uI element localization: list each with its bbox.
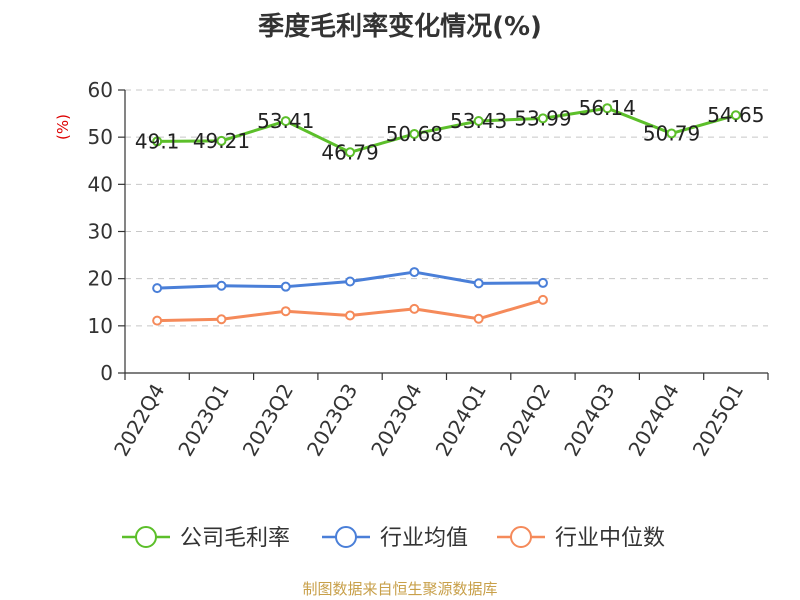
- data-point: [345, 276, 356, 287]
- y-tick-label: 0: [100, 361, 113, 385]
- x-tick-label: 2024Q3: [559, 380, 619, 461]
- x-tick-label: 2025Q1: [688, 380, 748, 461]
- data-point: [409, 267, 420, 278]
- data-point: [409, 303, 420, 314]
- data-point: [666, 128, 677, 139]
- data-label: 53.99: [514, 106, 571, 130]
- data-point: [345, 147, 356, 158]
- data-point: [473, 115, 484, 126]
- legend: 公司毛利率 行业均值 行业中位数: [122, 526, 665, 551]
- data-point: [280, 306, 291, 317]
- y-tick-label: 60: [88, 78, 113, 102]
- chart-title: 季度毛利率变化情况(%): [258, 12, 542, 42]
- data-point: [152, 315, 163, 326]
- data-point: [216, 135, 227, 146]
- legend-label: 公司毛利率: [180, 526, 290, 551]
- data-point: [730, 110, 741, 121]
- legend-label: 行业均值: [380, 526, 468, 551]
- x-tick-label: 2023Q3: [302, 380, 362, 461]
- y-tick-label: 40: [88, 172, 113, 196]
- legend-marker-circle: [510, 526, 532, 548]
- y-tick-label: 20: [88, 267, 113, 291]
- data-point: [537, 277, 548, 288]
- data-point: [602, 103, 613, 114]
- data-label: 56.14: [579, 96, 636, 120]
- data-label: 50.68: [386, 122, 443, 146]
- data-point: [152, 283, 163, 294]
- data-point: [152, 136, 163, 147]
- x-tick-label: 2023Q1: [173, 380, 233, 461]
- x-tick-label: 2023Q4: [366, 380, 426, 461]
- y-tick-label: 50: [88, 125, 113, 149]
- x-tick-label: 2022Q4: [109, 380, 169, 461]
- data-point: [473, 278, 484, 289]
- data-point: [345, 310, 356, 321]
- data-point: [473, 313, 484, 324]
- data-point: [216, 314, 227, 325]
- data-label: 49.1: [135, 129, 180, 153]
- x-tick-label: 2024Q1: [431, 380, 491, 461]
- y-axis-unit: (%): [54, 114, 72, 140]
- series-line-0: [157, 106, 737, 154]
- data-label: 50.79: [643, 121, 700, 145]
- data-point: [537, 113, 548, 124]
- data-label: 49.21: [193, 129, 250, 153]
- data-label: 53.41: [257, 109, 314, 133]
- legend-marker-circle: [335, 526, 357, 548]
- y-tick-label: 30: [88, 220, 113, 244]
- x-tick-label: 2023Q2: [238, 380, 298, 461]
- x-tick-label: 2024Q2: [495, 380, 555, 461]
- series-layer: [152, 103, 741, 326]
- x-tick-label: 2024Q4: [623, 380, 683, 461]
- legend-label: 行业中位数: [555, 526, 665, 551]
- source-note: 制图数据来自恒生聚源数据库: [302, 580, 498, 598]
- data-point: [280, 116, 291, 127]
- data-point: [537, 294, 548, 305]
- data-point: [409, 128, 420, 139]
- data-label: 54.65: [707, 103, 764, 127]
- data-label: 46.79: [321, 140, 378, 164]
- label-layer: 49.1 49.21 53.41 46.79 50.68 53.43 53.99 56.14 5…: [135, 96, 765, 164]
- y-tick-label: 10: [88, 314, 113, 338]
- data-point: [280, 281, 291, 292]
- data-point: [216, 280, 227, 291]
- legend-marker-circle: [135, 526, 157, 548]
- data-label: 53.43: [450, 109, 507, 133]
